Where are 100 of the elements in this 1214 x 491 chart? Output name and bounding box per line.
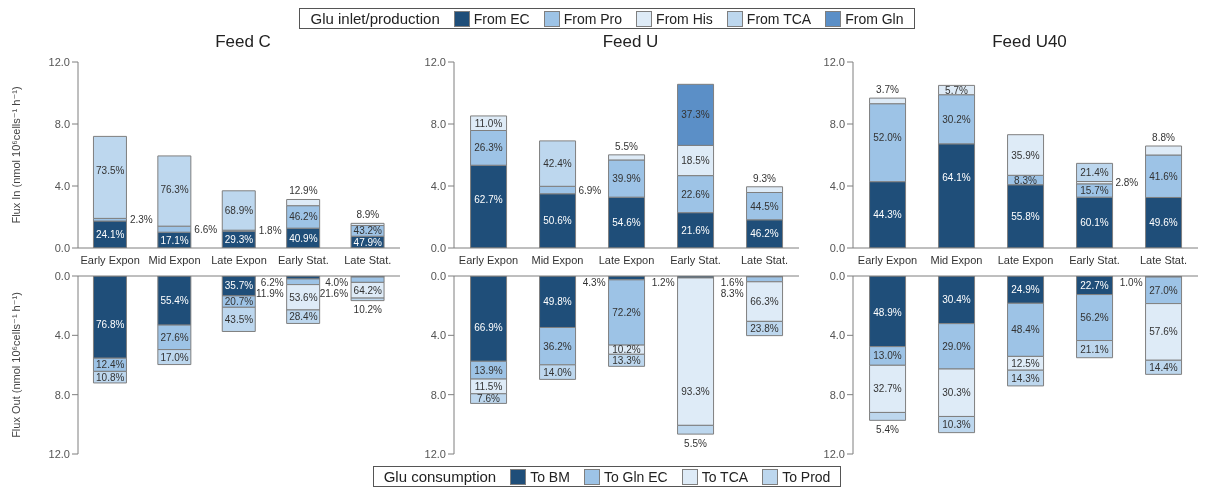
- annotation: 14.0%: [543, 366, 572, 378]
- annotation: 11.9%: [256, 287, 284, 299]
- annotation: 26.3%: [474, 142, 503, 154]
- chart-title: Feed C: [214, 31, 272, 53]
- annotation: 3.7%: [876, 84, 899, 96]
- annotation: 9.3%: [753, 172, 776, 184]
- x-tick-label: Mid Expon: [930, 253, 983, 266]
- y-axis-title: Flux In (nmol 10⁶cells⁻¹ h⁻¹): [10, 86, 22, 224]
- annotation: 60.1%: [1080, 217, 1109, 229]
- annotation: 66.3%: [750, 296, 779, 308]
- y-axis-title: Flux Out (nmol 10⁶cells⁻¹ h⁻¹): [10, 292, 22, 438]
- x-tick-label: Late Stat.: [740, 253, 789, 266]
- annotation: 18.5%: [681, 155, 710, 166]
- annotation: 64.1%: [942, 172, 971, 184]
- chart-title: Feed U: [601, 31, 660, 53]
- annotation: 14.3%: [1011, 372, 1040, 384]
- annotation: 54.6%: [612, 217, 641, 229]
- y-tick-label: 8.0: [54, 117, 70, 130]
- y-tick-label: 0.0: [430, 269, 446, 282]
- annotation: 93.3%: [681, 385, 710, 397]
- x-tick-label: Early Expon: [857, 253, 918, 266]
- annotation: 66.9%: [474, 321, 503, 333]
- annotation: 76.8%: [96, 318, 125, 330]
- y-tick-label: 12.0: [424, 447, 446, 460]
- legend-label: From Pro: [563, 10, 623, 27]
- annotation: 10.2%: [612, 344, 641, 356]
- y-tick-label: 0.0: [54, 241, 70, 254]
- annotation: 29.0%: [942, 340, 971, 352]
- y-tick-label: 0.0: [430, 241, 446, 254]
- annotation: 30.3%: [942, 387, 971, 399]
- annotation: 37.3%: [681, 109, 710, 121]
- annotation: 46.2%: [750, 228, 779, 240]
- annotation: 42.4%: [543, 158, 572, 170]
- annotation: 36.2%: [543, 340, 572, 352]
- annotation: 7.6%: [477, 393, 500, 405]
- annotation: 44.3%: [873, 209, 902, 221]
- annotation: 43.2%: [353, 225, 383, 237]
- y-tick-label: 12.0: [424, 55, 446, 68]
- annotation: 24.9%: [1011, 284, 1040, 296]
- annotation: 2.8%: [1115, 177, 1139, 189]
- annotation: 13.9%: [474, 364, 503, 376]
- annotation: 55.4%: [160, 295, 189, 307]
- legend-label: From TCA: [746, 10, 812, 27]
- y-tick-label: 12.0: [48, 55, 70, 68]
- y-tick-label: 4.0: [430, 329, 446, 342]
- annotation: 13.0%: [873, 350, 902, 362]
- annotation: 1.6%: [720, 276, 744, 288]
- y-tick-label: 4.0: [829, 329, 845, 342]
- annotation: 4.3%: [582, 276, 606, 288]
- x-tick-label: Mid Expon: [148, 253, 201, 266]
- annotation: 5.7%: [945, 84, 968, 96]
- annotation: 28.4%: [289, 311, 318, 323]
- legend-label: To TCA: [701, 468, 749, 485]
- annotation: 56.2%: [1080, 312, 1109, 324]
- annotation: 48.9%: [873, 307, 902, 319]
- annotation: 73.5%: [96, 164, 125, 176]
- legend-title: Glu consumption: [383, 468, 497, 485]
- annotation: 8.8%: [1152, 132, 1175, 144]
- annotation: 39.9%: [612, 173, 641, 185]
- annotation: 48.4%: [1011, 324, 1040, 336]
- annotation: 2.3%: [129, 214, 153, 226]
- annotation: 40.9%: [289, 232, 318, 244]
- legend-label: From His: [656, 10, 713, 27]
- x-tick-label: Late Expon: [997, 253, 1054, 266]
- annotation: 49.6%: [1149, 217, 1178, 229]
- annotation: 27.6%: [160, 331, 189, 343]
- y-tick-label: 4.0: [54, 179, 70, 192]
- annotation: 30.4%: [942, 294, 971, 306]
- annotation: 6.6%: [194, 223, 218, 235]
- legend-label: From EC: [473, 10, 530, 27]
- y-tick-label: 8.0: [430, 388, 446, 401]
- y-tick-label: 8.0: [829, 117, 845, 130]
- y-tick-label: 0.0: [829, 269, 845, 282]
- y-tick-label: 12.0: [823, 55, 845, 68]
- annotation: 5.4%: [876, 423, 899, 435]
- y-tick-label: 12.0: [823, 447, 845, 460]
- annotation: 47.9%: [353, 236, 383, 248]
- y-tick-label: 4.0: [54, 329, 70, 342]
- x-tick-label: Early Stat.: [1069, 253, 1120, 266]
- annotation: 4.0%: [325, 276, 349, 288]
- annotation: 29.3%: [224, 234, 254, 246]
- annotation: 21.4%: [1080, 166, 1109, 178]
- annotation: 1.8%: [258, 225, 282, 237]
- annotation: 13.3%: [612, 354, 641, 366]
- x-tick-label: Early Expon: [80, 253, 140, 266]
- annotation: 8.3%: [720, 287, 744, 299]
- annotation: 44.5%: [750, 200, 779, 212]
- annotation: 11.0%: [474, 117, 503, 129]
- x-tick-label: Late Stat.: [344, 253, 392, 266]
- y-tick-label: 8.0: [430, 117, 446, 130]
- annotation: 21.6%: [681, 224, 710, 236]
- y-tick-label: 4.0: [829, 179, 845, 192]
- legend-label: To BM: [530, 468, 570, 485]
- annotation: 21.1%: [1080, 343, 1109, 355]
- y-tick-label: 8.0: [54, 388, 70, 401]
- annotation: 41.6%: [1149, 170, 1178, 182]
- x-tick-label: Early Stat.: [670, 253, 721, 266]
- y-tick-label: 12.0: [48, 447, 70, 460]
- annotation: 14.4%: [1149, 361, 1178, 373]
- annotation: 30.2%: [942, 113, 971, 125]
